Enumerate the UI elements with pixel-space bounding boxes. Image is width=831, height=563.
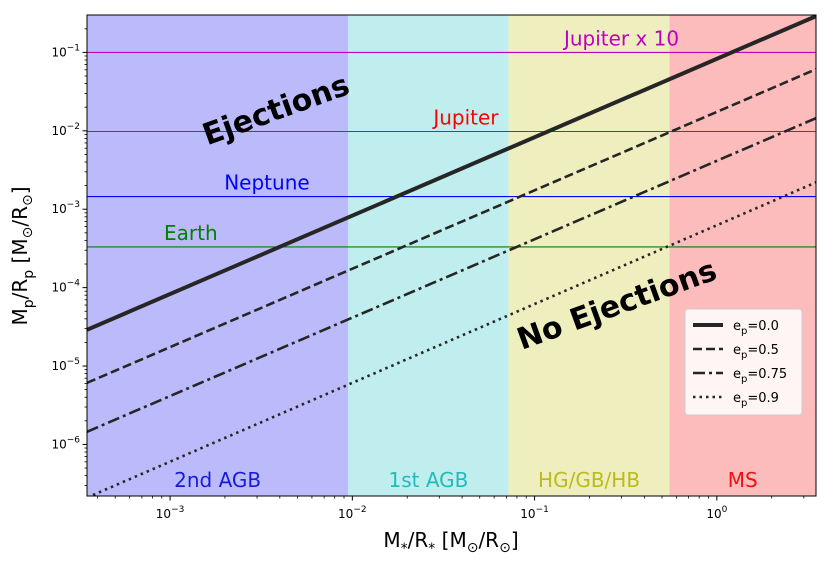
region-label-ms: MS [728,468,758,492]
legend-box [684,308,803,416]
y-tick-label: 10−3 [51,200,80,216]
series-line-ep-0-75 [87,116,816,433]
region-hg-gb-hb [508,15,670,496]
series-lines [87,15,816,496]
legend-label-ep-0-75: ep=0.75 [733,367,787,385]
y-axis-title: Mp/Rp [M⊙/R⊙] [8,186,37,325]
ref-label-jupiter: Jupiter [431,106,499,130]
ref-label-neptune: Neptune [224,171,309,195]
x-axis-ticks: 10−3 10−2 10−1 100 [97,496,805,521]
region-label-1st-agb: 1st AGB [388,468,468,492]
legend-items: ep=0.0 ep=0.5 ep=0.75 ep=0.9 [693,319,787,409]
x-tick-label: 10−2 [338,505,367,521]
y-tick-label: 10−2 [51,122,80,138]
region-labels: 2nd AGB 1st AGB HG/GB/HB MS [174,468,758,492]
legend: ep=0.0 ep=0.5 ep=0.75 ep=0.9 [684,308,803,416]
y-tick-label: 10−6 [51,435,80,451]
region-2nd-agb [87,15,349,496]
region-ms [669,15,816,496]
region-1st-agb [348,15,509,496]
x-axis-title: M*/R* [M⊙/R⊙] [383,528,518,557]
legend-label-ep-0-9: ep=0.9 [733,391,779,409]
region-label-hg-gb-hb: HG/GB/HB [538,468,640,492]
ref-label-earth: Earth [164,221,218,245]
stellar-phase-regions [87,15,816,496]
y-tick-label: 10−4 [51,279,80,295]
series-line-ep-0-5 [87,68,816,385]
plot-frame [86,14,817,497]
x-tick-label: 10−3 [156,505,185,521]
y-tick-label: 10−1 [51,43,80,59]
x-tick-label: 10−1 [520,505,549,521]
reference-labels: Jupiter x 10 Jupiter Neptune Earth [164,26,679,245]
region-label-2nd-agb: 2nd AGB [174,468,261,492]
y-tick-label: 10−5 [51,357,80,373]
series-line-ep-0-9 [87,181,816,496]
y-axis-ticks: 10−6 10−5 10−4 10−3 10−2 10−1 [51,28,87,486]
legend-label-ep-0-0: ep=0.0 [733,319,779,337]
legend-label-ep-0-5: ep=0.5 [733,343,779,361]
x-tick-label: 100 [706,505,727,521]
reference-lines [87,51,816,248]
series-line-ep-0-0 [87,15,816,332]
ref-label-jupiter-x-10: Jupiter x 10 [562,26,679,50]
